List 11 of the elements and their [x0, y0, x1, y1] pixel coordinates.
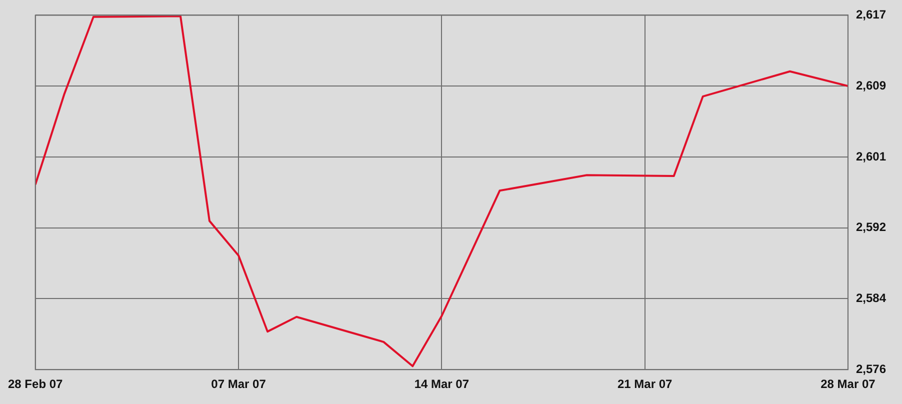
y-tick-label: 2,576	[856, 362, 886, 376]
y-tick-label: 2,609	[856, 78, 886, 92]
y-tick-label: 2,592	[856, 220, 886, 234]
x-tick-label: 28 Mar 07	[820, 377, 876, 392]
x-tick-label: 21 Mar 07	[617, 377, 672, 392]
y-tick-label: 2,584	[856, 291, 886, 306]
x-tick-label: 14 Mar 07	[414, 377, 470, 392]
x-tick-label: 28 Feb 07	[8, 377, 64, 392]
y-tick-label: 2,617	[856, 8, 886, 22]
y-tick-label: 2,601	[856, 149, 886, 164]
x-tick-label: 07 Mar 07	[211, 377, 266, 392]
